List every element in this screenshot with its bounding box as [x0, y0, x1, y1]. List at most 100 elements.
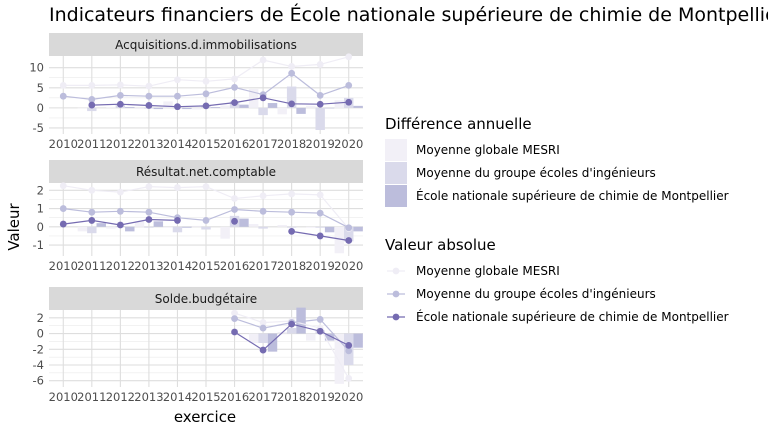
- x-tick-label: 2019: [306, 259, 335, 273]
- legend-bar-key: [385, 162, 407, 184]
- x-tick-label: 2016: [220, 390, 249, 404]
- legend-bar-label: Moyenne globale MESRI: [416, 143, 560, 157]
- bar-moyenne-globale-mesri: [277, 224, 287, 227]
- point-cole-nationale-sup-rieure-de-chimie-de-montpellier: [316, 327, 324, 335]
- bar-moyenne-globale-mesri: [334, 100, 345, 108]
- point-moyenne-globale-mesri: [345, 374, 353, 382]
- y-axis-label: Valeur: [5, 202, 23, 250]
- bar-moyenne-du-groupe-coles-d-ing-nieurs: [201, 226, 211, 230]
- point-cole-nationale-sup-rieure-de-chimie-de-montpellier: [116, 100, 124, 108]
- point-cole-nationale-sup-rieure-de-chimie-de-montpellier: [174, 103, 181, 111]
- bar-moyenne-globale-mesri: [106, 226, 116, 229]
- x-tick-label: 2015: [191, 390, 220, 404]
- point-moyenne-globale-mesri: [231, 309, 238, 317]
- point-moyenne-du-groupe-coles-d-ing-nieurs: [231, 206, 238, 213]
- x-tick-label: 2018: [277, 390, 306, 404]
- bar-moyenne-globale-mesri: [248, 224, 259, 227]
- legend-line-label: École nationale supérieure de chimie de …: [416, 309, 729, 324]
- bar-moyenne-globale-mesri: [334, 226, 345, 254]
- point-moyenne-globale-mesri: [202, 183, 210, 191]
- x-tick-label: 2011: [77, 259, 106, 273]
- bar-cole-nationale-sup-rieure-de-chimie-de-montpellier: [125, 226, 135, 232]
- point-moyenne-du-groupe-coles-d-ing-nieurs: [202, 90, 210, 98]
- point-moyenne-du-groupe-coles-d-ing-nieurs: [345, 224, 353, 232]
- facet-strip: [49, 160, 363, 183]
- x-tick-label: 2010: [49, 259, 78, 273]
- bar-moyenne-globale-mesri: [334, 333, 345, 384]
- bar-moyenne-globale-mesri: [106, 107, 116, 108]
- point-cole-nationale-sup-rieure-de-chimie-de-montpellier: [231, 217, 238, 225]
- point-moyenne-du-groupe-coles-d-ing-nieurs: [59, 92, 67, 100]
- x-axis-label: exercice: [174, 408, 236, 426]
- bar-moyenne-globale-mesri: [134, 221, 145, 227]
- point-moyenne-globale-mesri: [259, 192, 267, 200]
- facet-panels: Acquisitions.d.immobilisations-505102010…: [29, 33, 363, 404]
- x-tick-label: 2015: [191, 137, 220, 151]
- point-cole-nationale-sup-rieure-de-chimie-de-montpellier: [316, 232, 324, 240]
- point-moyenne-globale-mesri: [88, 81, 96, 89]
- x-tick-label: 2017: [248, 259, 277, 273]
- bar-moyenne-du-groupe-coles-d-ing-nieurs: [286, 226, 297, 228]
- point-moyenne-globale-mesri: [259, 319, 267, 326]
- bar-moyenne-globale-mesri: [306, 226, 316, 228]
- point-cole-nationale-sup-rieure-de-chimie-de-montpellier: [288, 227, 296, 235]
- y-tick-label: -6: [33, 374, 44, 388]
- legend-bars: Moyenne globale MESRI Moyenne du groupe é…: [385, 139, 729, 207]
- x-tick-label: 2011: [77, 137, 106, 151]
- x-tick-label: 2014: [163, 259, 192, 273]
- bar-moyenne-du-groupe-coles-d-ing-nieurs: [258, 333, 268, 343]
- bar-cole-nationale-sup-rieure-de-chimie-de-montpellier: [125, 107, 135, 108]
- legend: Différence annuelle Moyenne globale MESR…: [385, 115, 729, 328]
- x-tick-label: 2010: [49, 137, 78, 151]
- x-tick-label: 2010: [49, 390, 78, 404]
- bar-moyenne-globale-mesri: [220, 226, 230, 239]
- point-cole-nationale-sup-rieure-de-chimie-de-montpellier: [345, 98, 353, 106]
- bar-cole-nationale-sup-rieure-de-chimie-de-montpellier: [182, 107, 192, 110]
- bar-cole-nationale-sup-rieure-de-chimie-de-montpellier: [210, 107, 221, 108]
- point-moyenne-globale-mesri: [88, 186, 96, 194]
- bar-cole-nationale-sup-rieure-de-chimie-de-montpellier: [239, 218, 249, 227]
- point-moyenne-du-groupe-coles-d-ing-nieurs: [59, 205, 67, 212]
- y-tick-label: 0: [37, 220, 44, 234]
- y-tick-label: 5: [37, 81, 44, 95]
- y-tick-label: -2: [33, 342, 44, 356]
- bar-moyenne-du-groupe-coles-d-ing-nieurs: [344, 226, 354, 242]
- facet-strip-label: Résultat.net.comptable: [136, 165, 276, 179]
- point-cole-nationale-sup-rieure-de-chimie-de-montpellier: [145, 102, 153, 109]
- x-tick-label: 2020: [334, 390, 363, 404]
- point-moyenne-du-groupe-coles-d-ing-nieurs: [316, 92, 324, 99]
- point-moyenne-du-groupe-coles-d-ing-nieurs: [231, 315, 238, 323]
- bar-moyenne-globale-mesri: [134, 107, 145, 110]
- bar-cole-nationale-sup-rieure-de-chimie-de-montpellier: [267, 103, 278, 108]
- point-moyenne-globale-mesri: [59, 182, 67, 190]
- point-cole-nationale-sup-rieure-de-chimie-de-montpellier: [174, 217, 181, 224]
- point-moyenne-globale-mesri: [116, 81, 124, 89]
- point-cole-nationale-sup-rieure-de-chimie-de-montpellier: [145, 216, 153, 223]
- y-tick-label: 1: [37, 202, 44, 216]
- bar-moyenne-globale-mesri: [248, 333, 259, 343]
- x-tick-label: 2013: [134, 259, 163, 273]
- bar-moyenne-globale-mesri: [220, 105, 230, 108]
- bar-moyenne-globale-mesri: [191, 107, 202, 110]
- point-moyenne-globale-mesri: [174, 76, 181, 84]
- bar-moyenne-du-groupe-coles-d-ing-nieurs: [87, 226, 97, 234]
- bar-moyenne-du-groupe-coles-d-ing-nieurs: [144, 226, 154, 228]
- point-cole-nationale-sup-rieure-de-chimie-de-montpellier: [116, 221, 124, 229]
- point-moyenne-du-groupe-coles-d-ing-nieurs: [259, 324, 267, 332]
- bar-cole-nationale-sup-rieure-de-chimie-de-montpellier: [353, 333, 363, 348]
- bar-cole-nationale-sup-rieure-de-chimie-de-montpellier: [153, 107, 164, 110]
- bar-moyenne-globale-mesri: [277, 107, 287, 115]
- point-moyenne-globale-mesri: [145, 82, 153, 90]
- bar-moyenne-du-groupe-coles-d-ing-nieurs: [258, 107, 268, 116]
- point-moyenne-du-groupe-coles-d-ing-nieurs: [316, 209, 324, 217]
- x-tick-label: 2012: [106, 259, 135, 273]
- point-moyenne-du-groupe-coles-d-ing-nieurs: [288, 208, 296, 216]
- x-tick-label: 2020: [334, 259, 363, 273]
- point-cole-nationale-sup-rieure-de-chimie-de-montpellier: [259, 94, 267, 102]
- y-tick-label: -5: [33, 121, 44, 135]
- y-tick-label: 2: [37, 311, 44, 325]
- x-tick-label: 2011: [77, 390, 106, 404]
- point-moyenne-du-groupe-coles-d-ing-nieurs: [259, 207, 267, 215]
- point-cole-nationale-sup-rieure-de-chimie-de-montpellier: [288, 100, 296, 108]
- bar-moyenne-du-groupe-coles-d-ing-nieurs: [286, 328, 297, 334]
